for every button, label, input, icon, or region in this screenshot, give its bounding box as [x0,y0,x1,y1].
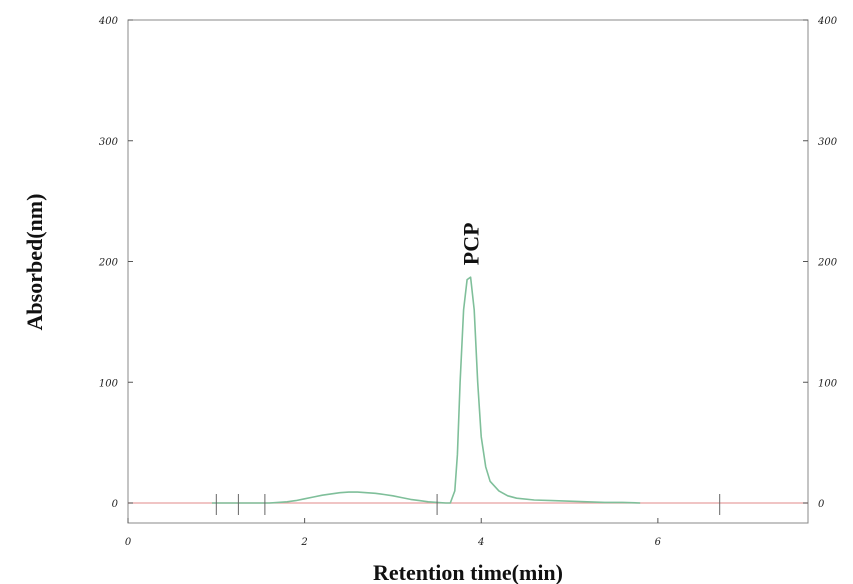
y-tick-label-left-0: 0 [112,499,119,510]
series-layer [211,276,641,504]
y-tick-label-right-0: 0 [818,499,825,510]
y-ticks-left: 0 100 200 300 400 [98,16,133,510]
y-tick-label-right-1: 100 [818,378,838,389]
x-tick-label-3: 6 [655,537,662,548]
y-tick-label-left-4: 400 [98,16,119,27]
y-tick-label-right-2: 200 [817,258,838,269]
x-ticks: 0 2 4 6 [125,518,662,548]
y-tick-label-left-3: 300 [99,137,119,148]
y-tick-label-right-3: 300 [818,137,838,148]
x-tick-label-2: 4 [477,537,484,548]
x-axis-title: Retention time(min) [373,560,563,584]
plot-area [127,19,809,524]
y-axis-title: Absorbed(nm) [22,194,47,331]
y-tick-label-left-1: 100 [99,378,119,389]
series-line-0 [211,276,641,504]
annotations: PCP [459,222,484,265]
x-tick-label-1: 2 [300,537,307,548]
x-tick-label-0: 0 [125,537,132,548]
peak-label-0: PCP [459,222,484,265]
y-tick-label-right-4: 400 [817,16,838,27]
y-ticks-right: 0 100 200 300 400 [803,16,838,510]
event-marks [215,494,721,515]
y-tick-label-left-2: 200 [98,258,119,269]
